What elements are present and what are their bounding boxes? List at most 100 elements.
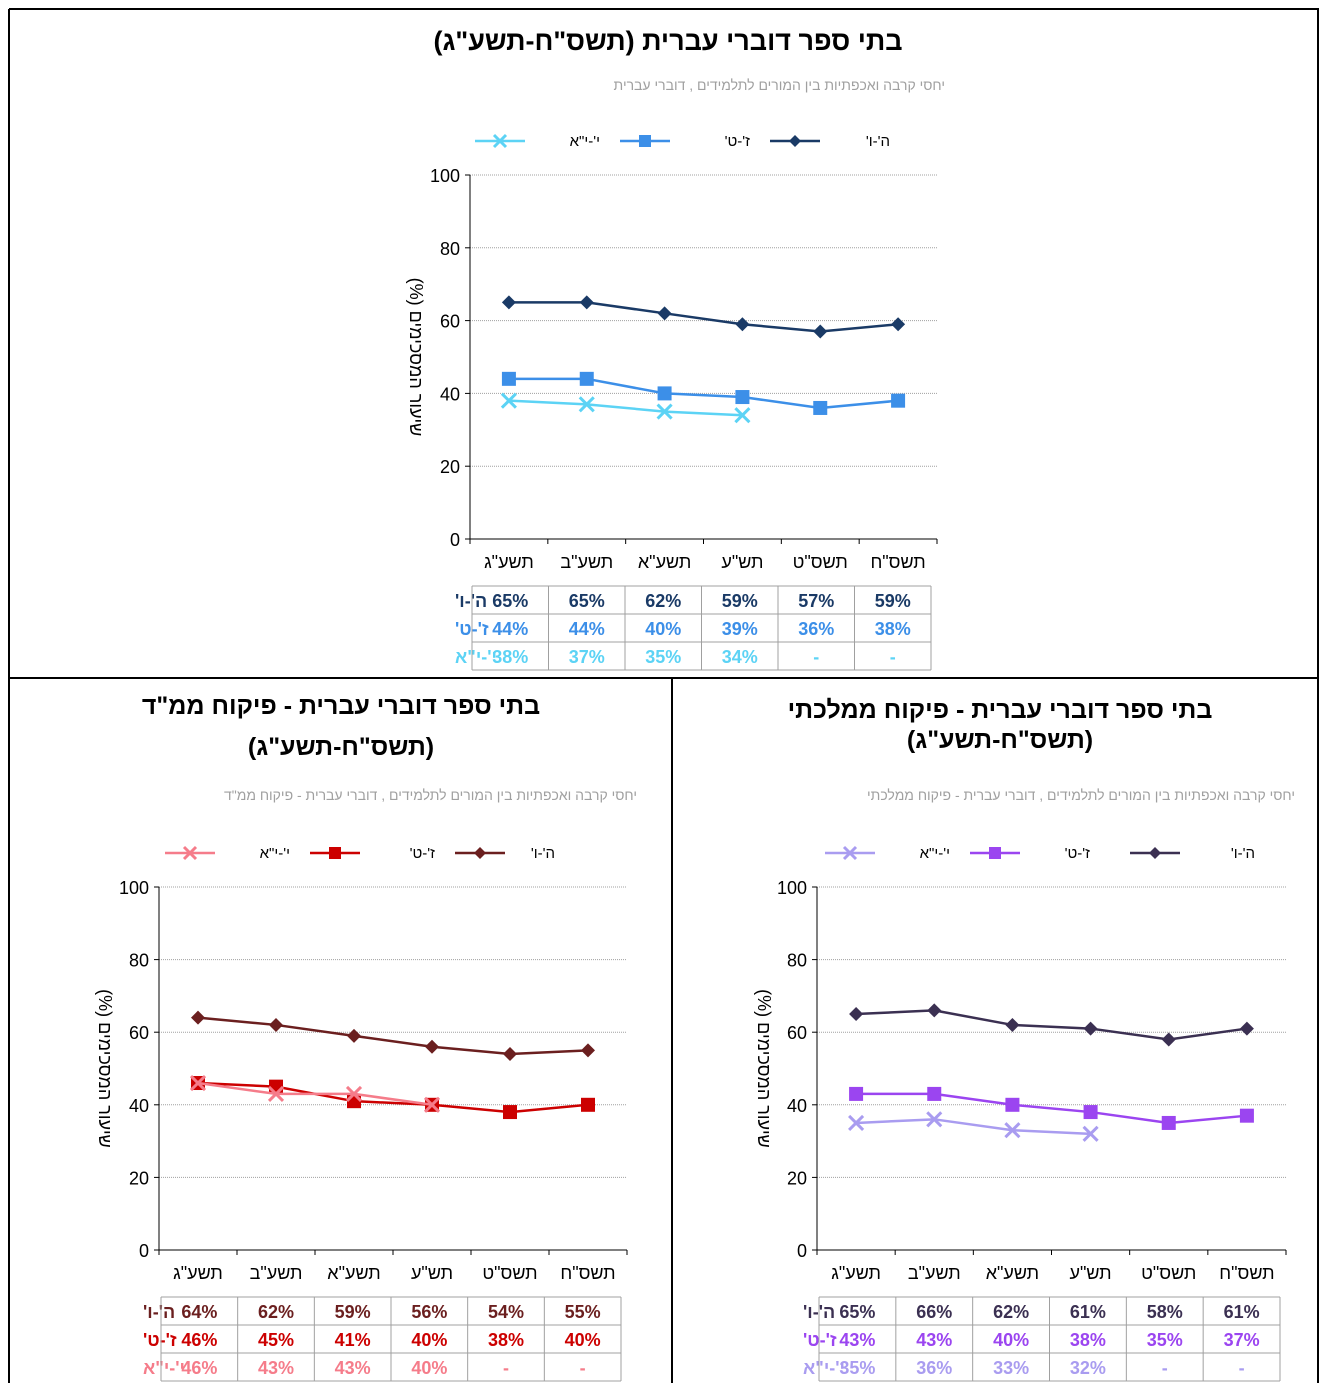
data-point: [926, 1111, 943, 1128]
x-tick-label: תשע"א: [327, 1263, 380, 1283]
x-tick-label: תשע"ב: [908, 1263, 961, 1283]
data-point: [1005, 1017, 1020, 1032]
y-tick-label: 100: [777, 878, 807, 898]
data-table: ה'-ו' 61%58%61%62%66%65%ז'-ט' 37%35%38%40%…: [803, 1296, 1281, 1382]
table-cell: 57%: [798, 591, 834, 611]
series-1: [849, 1003, 1254, 1047]
chart-subtitle: יחסי קרבה ואכפתיות בין המורים לתלמידים ,…: [867, 787, 1295, 803]
table-cell: 59%: [722, 591, 758, 611]
legend-label: ה'-ו': [866, 133, 890, 150]
legend-marker: [492, 133, 508, 149]
chart-subtitle: יחסי קרבה ואכפתיות בין המורים לתלמידים ,…: [614, 77, 945, 93]
table-cell: 61%: [1224, 1302, 1260, 1322]
y-tick-label: 40: [440, 384, 460, 404]
table-cell: 37%: [1224, 1330, 1260, 1350]
data-point: [581, 1043, 595, 1058]
data-point: [656, 403, 673, 420]
table-cell: 41%: [335, 1330, 371, 1350]
series-line: [508, 301, 899, 333]
legend-label: ה'-ו': [531, 845, 555, 862]
table-cell: 38%: [1070, 1330, 1106, 1350]
y-tick-label: 20: [440, 457, 460, 477]
x-tick-label: תשע"א: [638, 552, 691, 572]
y-axis-label: שיעור המסכימים (%): [754, 989, 774, 1148]
table-cell: 56%: [411, 1302, 447, 1322]
table-cell: 62%: [993, 1302, 1029, 1322]
x-tick-label: תשס"ח: [560, 1263, 615, 1283]
data-point: [503, 1046, 517, 1061]
data-table: ה'-ו' 55% 54% 56% 59% 62% 64%ז'-ט' 40% 38% 40% 41%…: [143, 1296, 622, 1382]
series-2: [191, 1076, 595, 1120]
chart-3: בתי ספר דוברי עברית - פיקוח ממלכתי(תשס"ח…: [754, 696, 1295, 1382]
x-tick-label: תשע"ב: [560, 552, 613, 572]
table-cell: 46%: [181, 1330, 217, 1350]
x-tick-label: תש"ע: [721, 552, 763, 572]
series-1: [191, 1010, 595, 1061]
y-tick-label: 20: [129, 1168, 149, 1188]
data-point: [345, 1085, 363, 1102]
series-line: [197, 1081, 433, 1107]
x-tick-label: תשע"ב: [250, 1263, 303, 1283]
y-tick-label: 100: [119, 878, 149, 898]
table-cell: 34%: [722, 647, 758, 667]
data-point: [189, 1074, 207, 1092]
table-cell: -: [1162, 1358, 1168, 1378]
table-cell: 38%: [875, 619, 911, 639]
data-point: [891, 317, 906, 332]
y-tick-label: 40: [129, 1096, 149, 1116]
legend-marker: [474, 847, 486, 859]
y-tick-label: 0: [139, 1241, 149, 1261]
data-point: [813, 324, 828, 339]
table-cell: 35%: [1147, 1330, 1183, 1350]
table-cell: -: [813, 647, 819, 667]
table-cell: 36%: [798, 619, 834, 639]
x-tick-label: תשע"א: [986, 1263, 1039, 1283]
x-tick-label: תש"ע: [411, 1263, 453, 1283]
table-cell: 44%: [569, 619, 605, 639]
legend-marker: [989, 847, 1001, 859]
data-point: [501, 371, 516, 386]
series-line: [508, 399, 743, 417]
data-point: [849, 1007, 864, 1022]
data-point: [848, 1114, 865, 1132]
data-point: [657, 386, 672, 401]
data-point: [1004, 1122, 1021, 1139]
data-point: [500, 392, 517, 409]
table-cell: 65%: [839, 1302, 875, 1322]
data-table: ה'-ו' 59%57%59%62%65%65%ז'-ט' 38%36%39%40%…: [455, 585, 932, 671]
data-point: [657, 306, 672, 321]
table-cell: 40%: [645, 619, 681, 639]
legend-marker: [1149, 847, 1161, 859]
table-cell: 33%: [993, 1358, 1029, 1378]
data-point: [578, 396, 595, 413]
legend-label: ז'-ט': [1065, 845, 1091, 862]
table-cell: 43%: [916, 1330, 952, 1350]
series-line: [197, 1016, 589, 1056]
chart-subtitle: יחסי קרבה ואכפתיות בין המורים לתלמידים ,…: [224, 787, 637, 803]
table-cell: 59%: [875, 591, 911, 611]
y-tick-label: 40: [787, 1096, 807, 1116]
series-line: [508, 377, 899, 410]
data-point: [579, 371, 594, 386]
table-cell: 61%: [1070, 1302, 1106, 1322]
y-tick-label: 60: [129, 1023, 149, 1043]
y-tick-label: 80: [787, 951, 807, 971]
data-point: [581, 1097, 595, 1112]
table-cell: 46%: [181, 1358, 217, 1378]
y-tick-label: 20: [787, 1168, 807, 1188]
table-row-label: ז'-ט': [143, 1330, 177, 1350]
legend-marker: [639, 135, 651, 147]
x-tick-label: תשס"ח: [870, 552, 925, 572]
series-2: [501, 371, 906, 415]
table-row-label: ה'-ו': [455, 591, 487, 611]
table-cell: 38%: [492, 647, 528, 667]
table-cell: 37%: [569, 647, 605, 667]
series-line: [197, 1081, 589, 1114]
x-tick-label: תשס"ח: [1219, 1263, 1274, 1283]
data-point: [267, 1085, 285, 1102]
data-point: [1239, 1108, 1254, 1123]
table-cell: 65%: [492, 591, 528, 611]
legend-label: ה'-ו': [1231, 845, 1255, 862]
chart-title: (תשס"ח-תשע"ג): [907, 726, 1093, 754]
table-cell: -: [503, 1358, 509, 1378]
